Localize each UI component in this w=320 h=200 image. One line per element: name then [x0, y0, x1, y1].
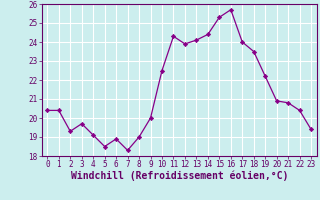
X-axis label: Windchill (Refroidissement éolien,°C): Windchill (Refroidissement éolien,°C)	[70, 171, 288, 181]
